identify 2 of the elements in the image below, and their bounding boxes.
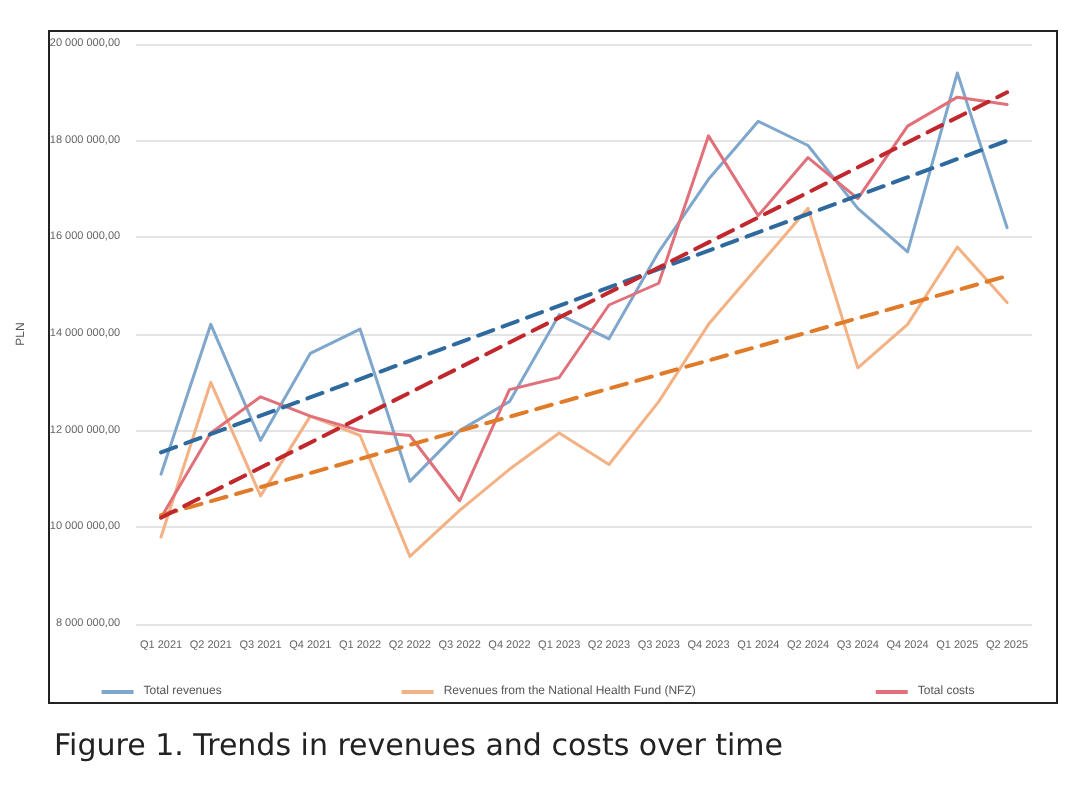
line-series	[159, 206, 1009, 558]
text: Figure 1. Trends in revenues and costs over time	[54, 727, 784, 763]
